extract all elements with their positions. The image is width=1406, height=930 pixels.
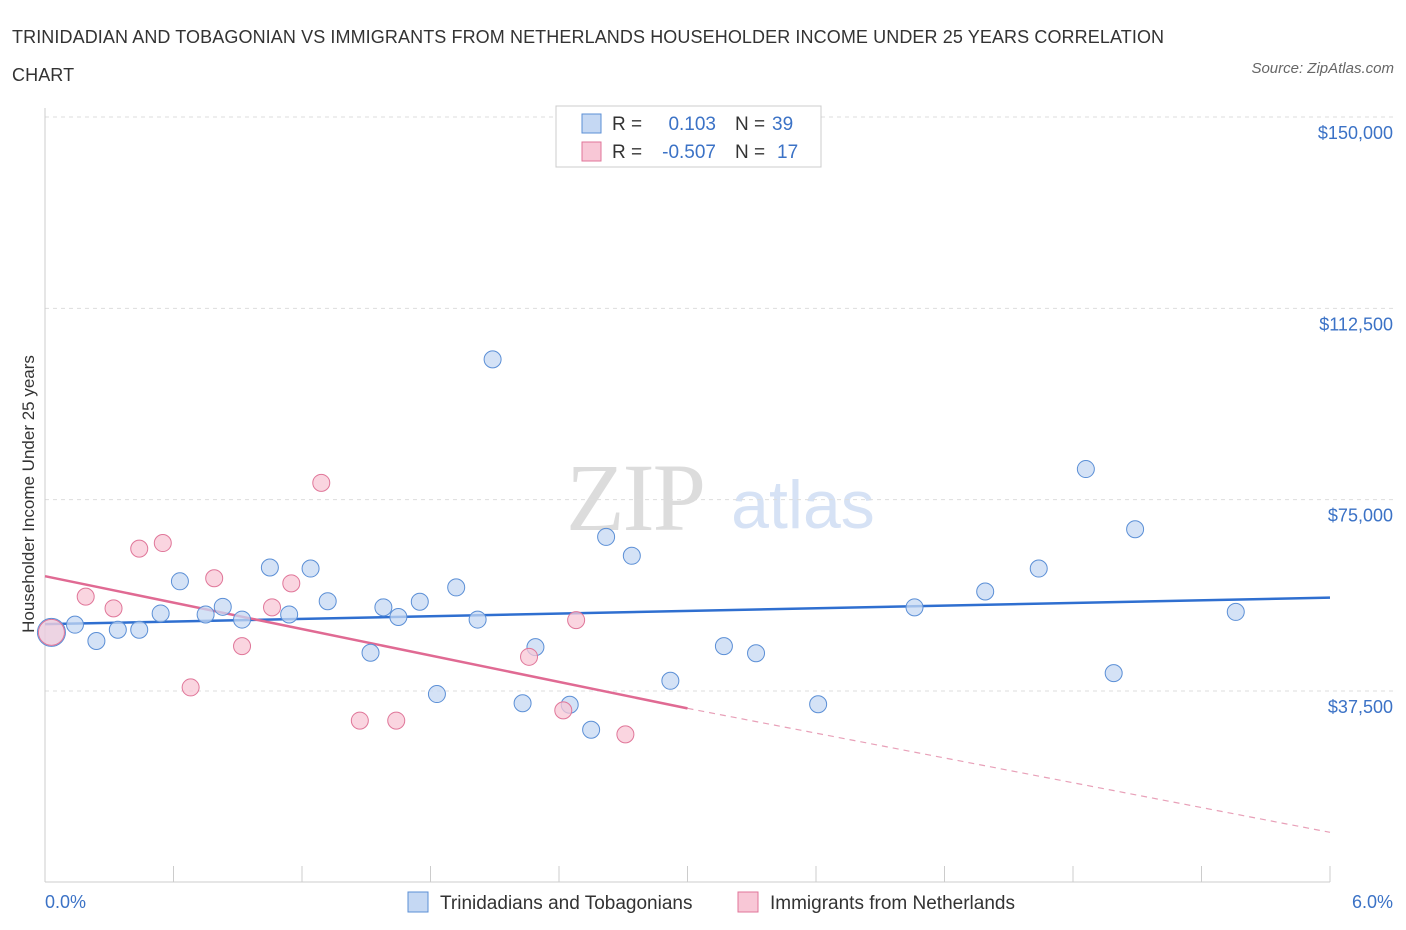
x-tick-label-right: 6.0% xyxy=(1352,892,1393,912)
point-series0-34 xyxy=(1029,559,1048,578)
point-series0-7 xyxy=(196,605,215,624)
point-series0-1 xyxy=(65,615,84,634)
legend-n-value-1: 39 xyxy=(772,114,793,135)
series-legend: Trinidadians and Tobagonians Immigrants … xyxy=(407,891,1015,914)
legend-n-label-1: N = xyxy=(735,114,765,135)
point-series0-33 xyxy=(976,582,995,601)
point-series0-9 xyxy=(233,610,252,629)
point-series1-3 xyxy=(130,539,149,558)
point-series0-37 xyxy=(1126,520,1145,539)
point-series0-6 xyxy=(170,572,189,591)
point-series1-2 xyxy=(104,599,123,618)
y-tick-labels: $150,000 $112,500 $75,000 $37,500 xyxy=(1318,123,1393,717)
chart-source: Source: ZipAtlas.com xyxy=(1251,60,1394,77)
watermark-zip: ZIP xyxy=(566,444,704,551)
y-tick-label-1: $112,500 xyxy=(1319,314,1393,334)
legend-swatch-pink xyxy=(581,141,602,162)
gridlines xyxy=(45,116,1393,692)
stats-legend: R = 0.103 N = 39 R = -0.507 N = 17 xyxy=(555,105,822,168)
bottom-legend-swatch-blue xyxy=(407,891,429,913)
trend-lines xyxy=(44,574,1331,833)
point-series0-27 xyxy=(622,546,641,565)
point-series1-1 xyxy=(76,587,95,606)
point-series1-4 xyxy=(153,534,172,553)
point-series1-14 xyxy=(554,701,573,720)
point-series0-14 xyxy=(361,643,380,662)
point-series0-12 xyxy=(301,559,320,578)
legend-r-value-2: -0.507 xyxy=(662,142,716,163)
point-series0-38 xyxy=(1226,602,1245,621)
point-series0-30 xyxy=(747,644,766,663)
point-series0-26 xyxy=(597,527,616,546)
point-series1-16 xyxy=(616,725,635,744)
point-series0-20 xyxy=(468,610,487,629)
point-series0-13 xyxy=(318,592,337,611)
point-series1-7 xyxy=(233,637,252,656)
x-tick-marks xyxy=(44,866,1331,882)
point-series0-5 xyxy=(151,604,170,623)
point-series0-17 xyxy=(410,592,429,611)
bottom-legend-label-blue: Trinidadians and Tobagonians xyxy=(440,893,692,914)
legend-r-label-2: R = xyxy=(612,142,642,163)
y-axis-label: Householder Income Under 25 years xyxy=(19,355,38,633)
point-series0-22 xyxy=(513,694,532,713)
legend-r-label-1: R = xyxy=(612,114,642,135)
legend-n-value-2: 17 xyxy=(777,142,798,163)
bottom-legend-swatch-pink xyxy=(737,891,759,913)
point-series0-2 xyxy=(87,631,106,650)
point-series1-6 xyxy=(205,569,224,588)
x-tick-label-left: 0.0% xyxy=(45,892,86,912)
point-series1-0 xyxy=(37,618,65,646)
point-series1-11 xyxy=(350,711,369,730)
point-series0-18 xyxy=(427,685,446,704)
point-series0-16 xyxy=(389,608,408,627)
point-series0-29 xyxy=(714,637,733,656)
point-series0-10 xyxy=(260,558,279,577)
point-series0-19 xyxy=(447,578,466,597)
point-series0-25 xyxy=(582,720,601,739)
trend-line-dashed-1 xyxy=(687,707,1331,833)
point-series1-5 xyxy=(181,678,200,697)
legend-n-label-2: N = xyxy=(735,142,765,163)
point-series1-10 xyxy=(312,473,331,492)
point-series0-15 xyxy=(374,598,393,617)
legend-swatch-blue xyxy=(581,113,602,134)
point-series0-36 xyxy=(1104,664,1123,683)
point-series0-28 xyxy=(661,671,680,690)
point-series0-8 xyxy=(213,597,232,616)
point-series1-13 xyxy=(520,647,539,666)
trend-line-1 xyxy=(44,574,688,710)
y-tick-label-3: $37,500 xyxy=(1328,697,1393,717)
y-tick-label-0: $150,000 xyxy=(1318,123,1393,143)
point-series0-3 xyxy=(108,620,127,639)
point-series0-31 xyxy=(809,695,828,714)
point-series0-21 xyxy=(483,350,502,369)
point-series1-8 xyxy=(263,598,282,617)
point-series0-35 xyxy=(1076,460,1095,479)
point-series1-15 xyxy=(567,611,586,630)
point-series0-32 xyxy=(905,598,924,617)
point-series0-11 xyxy=(280,605,299,624)
point-series0-4 xyxy=(130,620,149,639)
chart-title: TRINIDADIAN AND TOBAGONIAN VS IMMIGRANTS… xyxy=(12,27,1165,85)
watermark-atlas: atlas xyxy=(731,467,875,543)
data-points xyxy=(36,350,1245,744)
point-series1-9 xyxy=(282,574,301,593)
legend-r-value-1: 0.103 xyxy=(668,114,716,135)
bottom-legend-label-pink: Immigrants from Netherlands xyxy=(770,893,1015,914)
point-series1-12 xyxy=(387,711,406,730)
y-tick-label-2: $75,000 xyxy=(1328,506,1393,526)
